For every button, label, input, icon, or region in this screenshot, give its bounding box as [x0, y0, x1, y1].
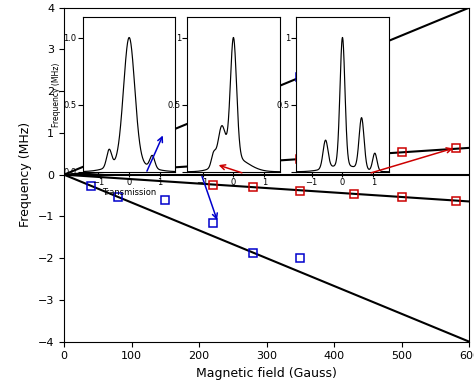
- Y-axis label: Frequency (MHz): Frequency (MHz): [19, 122, 32, 227]
- X-axis label: Transmission: Transmission: [102, 188, 156, 197]
- X-axis label: Magnetic field (Gauss): Magnetic field (Gauss): [196, 367, 337, 380]
- Y-axis label: Frequency (MHz): Frequency (MHz): [52, 63, 61, 127]
